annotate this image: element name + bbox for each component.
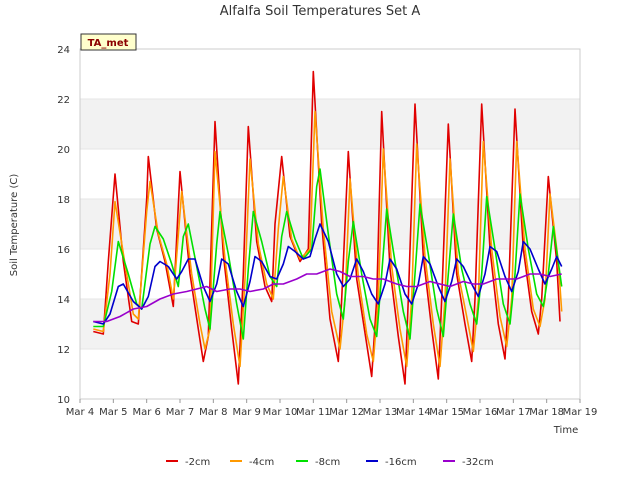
x-tick-label: Mar 8 xyxy=(199,407,227,418)
legend-label: -32cm xyxy=(462,457,494,468)
station-badge: TA_met xyxy=(80,33,137,51)
y-tick-label: 16 xyxy=(57,245,70,256)
legend-label: -16cm xyxy=(385,457,417,468)
x-tick-label: Mar 18 xyxy=(529,407,564,418)
plot-border xyxy=(79,48,581,400)
series-line-3 xyxy=(93,168,563,340)
x-tick-label: Mar 15 xyxy=(429,407,464,418)
y-tick-label: 12 xyxy=(57,345,70,356)
grid-band xyxy=(80,99,580,149)
x-tick-label: Mar 19 xyxy=(563,407,598,418)
badge-box xyxy=(80,33,137,51)
x-tick-label: Mar 4 xyxy=(66,407,94,418)
y-tick-label: 22 xyxy=(57,95,70,106)
y-tick-label: 14 xyxy=(57,295,70,306)
y-axis-ticks: 10 12 14 16 18 20 22 24 xyxy=(57,45,70,406)
y-tick-label: 10 xyxy=(57,395,70,406)
legend: -2cm -4cm -8cm -16cm -32cm xyxy=(166,457,494,468)
x-axis-label: Time xyxy=(553,425,578,436)
x-tick-label: Mar 9 xyxy=(232,407,260,418)
chart-title: Alfalfa Soil Temperatures Set A xyxy=(220,4,421,19)
y-tick-label: 20 xyxy=(57,145,70,156)
x-tick-label: Mar 17 xyxy=(496,407,531,418)
y-tick-label: 24 xyxy=(57,45,70,56)
x-tick-label: Mar 16 xyxy=(463,407,498,418)
badge-label: TA_met xyxy=(88,38,129,49)
x-tick-label: Mar 11 xyxy=(296,407,331,418)
legend-label: -8cm xyxy=(315,457,340,468)
y-tick-label: 18 xyxy=(57,195,70,206)
series-line-4 xyxy=(93,223,563,325)
x-tick-label: Mar 6 xyxy=(132,407,160,418)
legend-label: -4cm xyxy=(249,457,274,468)
x-axis-ticks: Mar 4 Mar 5 Mar 6 Mar 7 Mar 8 Mar 9 Mar 10Mar … xyxy=(66,399,598,418)
x-tick-label: Mar 7 xyxy=(166,407,194,418)
series-line-5 xyxy=(93,268,562,323)
legend-label: -2cm xyxy=(185,457,210,468)
x-tick-label: Mar 12 xyxy=(329,407,364,418)
series-lines xyxy=(93,70,563,385)
x-tick-label: Mar 10 xyxy=(263,407,298,418)
x-tick-label: Mar 13 xyxy=(363,407,398,418)
x-tick-label: Mar 5 xyxy=(99,407,127,418)
y-axis-label: Soil Temperature (C) xyxy=(9,174,20,277)
x-tick-label: Mar 14 xyxy=(396,407,431,418)
